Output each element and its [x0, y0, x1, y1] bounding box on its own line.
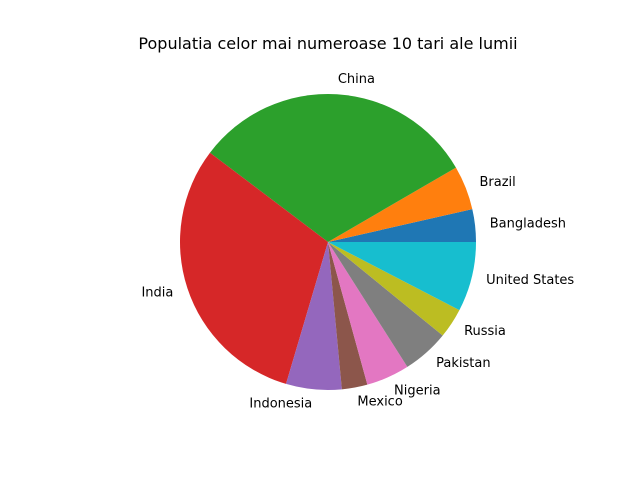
pie-slice-bangladesh	[328, 209, 476, 242]
pie-label-indonesia: Indonesia	[249, 397, 312, 412]
pie-slices	[179, 93, 476, 390]
pie-label-russia: Russia	[464, 324, 506, 339]
pie-label-india: India	[141, 285, 173, 300]
pie-label-pakistan: Pakistan	[436, 356, 490, 371]
pie-slice-united-states	[328, 242, 476, 311]
pie-label-brazil: Brazil	[479, 175, 515, 190]
pie-slice-nigeria	[328, 242, 408, 385]
pie-slice-brazil	[328, 167, 473, 242]
pie-slice-indonesia	[286, 242, 342, 390]
chart-title: Populatia celor mai numeroase 10 tari al…	[138, 34, 517, 53]
pie-slice-russia	[328, 242, 460, 336]
pie-slice-pakistan	[328, 242, 443, 367]
pie-label-nigeria: Nigeria	[394, 383, 441, 398]
pie-label-china: China	[338, 72, 375, 87]
pie-labels: Bangladesh Brazil China India Indonesia Mexic…	[141, 72, 574, 412]
pie-slice-india	[179, 152, 328, 384]
pie-slice-mexico	[328, 242, 368, 390]
pie-label-united-states: United States	[486, 273, 574, 288]
pie-label-mexico: Mexico	[357, 395, 402, 410]
pie-slice-china	[209, 93, 456, 242]
pie-label-bangladesh: Bangladesh	[490, 216, 566, 231]
